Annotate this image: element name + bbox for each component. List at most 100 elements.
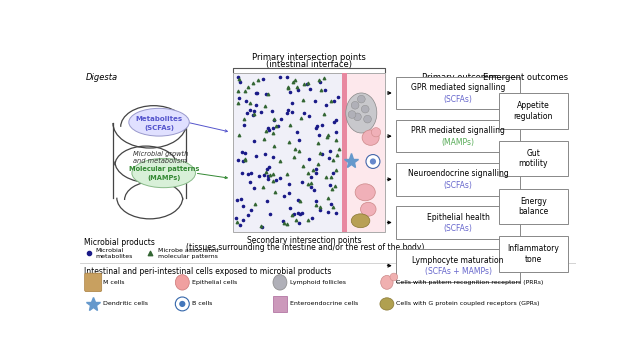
Point	[323, 195, 333, 201]
Point	[240, 150, 250, 156]
FancyBboxPatch shape	[342, 73, 347, 232]
Text: Primary intersection points: Primary intersection points	[252, 53, 365, 62]
Point	[269, 116, 279, 122]
Point	[278, 220, 289, 226]
Point	[232, 74, 243, 80]
FancyBboxPatch shape	[273, 296, 287, 312]
FancyBboxPatch shape	[499, 189, 568, 224]
Point	[313, 161, 323, 167]
Point	[234, 95, 244, 101]
Point	[275, 175, 285, 181]
Circle shape	[370, 158, 376, 165]
Point	[310, 166, 321, 172]
Text: Intestinal and peri-intestinal cells exposed to microbial products: Intestinal and peri-intestinal cells exp…	[84, 267, 332, 276]
Point	[236, 196, 246, 202]
Point	[235, 79, 245, 85]
Ellipse shape	[355, 184, 375, 201]
Point	[246, 170, 257, 176]
Point	[258, 185, 268, 190]
Ellipse shape	[132, 158, 195, 188]
Ellipse shape	[362, 130, 379, 145]
Point	[284, 181, 294, 187]
Point	[282, 75, 292, 80]
Point	[299, 81, 309, 87]
Point	[262, 166, 272, 172]
Point	[326, 201, 337, 207]
Point	[325, 148, 335, 154]
Text: (SCFAs + MAMPs): (SCFAs + MAMPs)	[425, 267, 492, 276]
Ellipse shape	[129, 108, 189, 136]
Point	[298, 97, 308, 103]
Point	[260, 128, 271, 134]
Point	[248, 112, 258, 118]
Point	[289, 155, 300, 161]
Point	[321, 102, 331, 107]
Point	[268, 178, 278, 183]
Point	[248, 80, 258, 86]
Point	[239, 122, 250, 128]
Circle shape	[371, 128, 381, 137]
Text: Metabolites: Metabolites	[136, 116, 182, 122]
Point	[289, 146, 300, 151]
Point	[285, 122, 295, 128]
Text: Secondary intersection points: Secondary intersection points	[248, 236, 362, 245]
Point	[250, 201, 260, 207]
Point	[238, 203, 248, 209]
Text: Molecular patterns: Molecular patterns	[129, 166, 199, 172]
Point	[332, 210, 342, 216]
Point	[250, 102, 260, 107]
Text: Primary outcomes: Primary outcomes	[422, 73, 498, 82]
Point	[268, 108, 278, 114]
Point	[295, 198, 305, 204]
Point	[283, 107, 293, 113]
Ellipse shape	[351, 214, 370, 228]
Point	[282, 221, 292, 226]
Circle shape	[348, 111, 356, 118]
Point	[323, 132, 333, 138]
Point	[257, 224, 267, 230]
Point	[270, 189, 280, 195]
Text: (SCFAs): (SCFAs)	[444, 95, 472, 104]
Point	[295, 211, 305, 217]
Text: Appetite
regulation: Appetite regulation	[514, 101, 553, 120]
Text: Microbial
metabolites: Microbial metabolites	[95, 248, 133, 258]
Point	[237, 149, 247, 155]
FancyBboxPatch shape	[396, 120, 520, 153]
Point	[264, 164, 274, 170]
Point	[317, 122, 327, 128]
Text: B cells: B cells	[193, 301, 212, 306]
Point	[145, 250, 155, 256]
Point	[294, 137, 304, 143]
Point	[315, 204, 325, 210]
Point	[311, 170, 321, 176]
Point	[314, 132, 324, 138]
Point	[333, 94, 344, 100]
Point	[310, 125, 321, 131]
Point	[303, 181, 313, 187]
Ellipse shape	[380, 298, 394, 310]
Point	[310, 198, 321, 204]
Circle shape	[358, 95, 365, 103]
Point	[328, 170, 339, 176]
Text: (SCFAs): (SCFAs)	[144, 124, 174, 131]
Point	[252, 77, 262, 83]
Circle shape	[179, 301, 186, 307]
Point	[234, 76, 244, 82]
Point	[237, 158, 248, 164]
Point	[327, 186, 337, 192]
Point	[328, 157, 339, 163]
Circle shape	[366, 155, 380, 169]
Point	[263, 91, 273, 97]
Point	[292, 84, 302, 90]
Point	[260, 151, 271, 157]
Point	[287, 110, 298, 115]
Circle shape	[353, 113, 362, 121]
Point	[310, 203, 321, 209]
Point	[332, 130, 342, 135]
Point	[254, 173, 264, 178]
Point	[233, 88, 243, 94]
Point	[244, 107, 255, 113]
Point	[331, 117, 341, 123]
Point	[303, 80, 314, 86]
FancyBboxPatch shape	[499, 93, 568, 128]
